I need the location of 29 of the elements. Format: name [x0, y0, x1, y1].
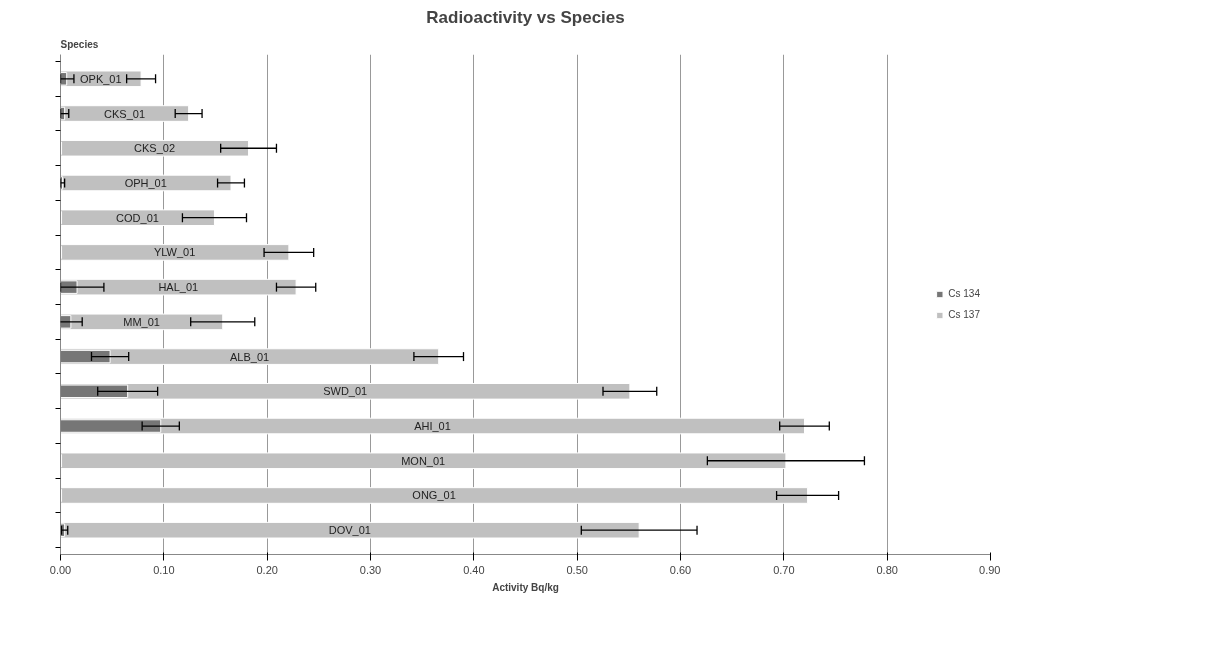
y-tick-label: MM_01	[123, 315, 160, 328]
y-tick-label: CKS_02	[134, 142, 176, 155]
x-tick-label: 0.90	[979, 563, 1001, 576]
x-tick-label: 0.80	[876, 563, 898, 576]
legend-label: Cs 137	[948, 309, 980, 320]
x-tick-label: 0.40	[463, 563, 485, 576]
y-axis-title: Species	[60, 38, 99, 50]
legend-label: Cs 134	[948, 288, 980, 299]
chart-title: Radioactivity vs Species	[426, 7, 625, 27]
x-tick-label: 0.50	[566, 563, 588, 576]
x-tick-label: 0.10	[153, 563, 175, 576]
x-tick-label: 0.30	[359, 563, 382, 576]
y-tick-label: OPH_01	[124, 176, 167, 189]
y-tick-label: AHI_01	[414, 420, 451, 433]
y-tick-label: HAL_01	[158, 281, 199, 294]
y-tick-label: ALB_01	[230, 350, 270, 363]
y-tick-label: MON_01	[401, 454, 446, 467]
y-tick-label: ONG_01	[412, 489, 456, 502]
x-tick-label: 0.00	[49, 563, 72, 576]
y-tick-label: YLW_01	[154, 246, 196, 259]
x-tick-label: 0.20	[256, 563, 278, 576]
x-tick-label: 0.60	[669, 563, 692, 576]
y-tick-label: CKS_01	[104, 107, 146, 120]
x-axis-title: Activity Bq/kg	[492, 581, 559, 593]
y-tick-label: SWD_01	[323, 385, 368, 398]
y-tick-label: OPK_01	[80, 72, 122, 85]
y-tick-label: DOV_01	[328, 524, 371, 537]
x-tick-label: 0.70	[773, 563, 795, 576]
y-tick-label: COD_01	[116, 211, 159, 224]
